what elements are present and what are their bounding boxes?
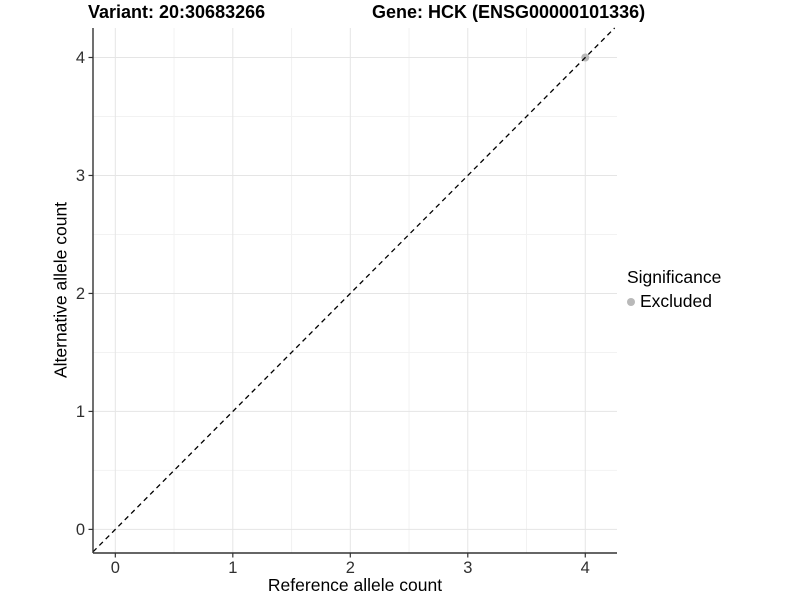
x-axis-title: Reference allele count [267, 575, 443, 595]
y-tick-label: 3 [76, 167, 85, 185]
identity-line [92, 27, 616, 553]
legend-item-excluded: Excluded [627, 291, 721, 312]
legend: Significance Excluded [627, 267, 721, 312]
legend-point-icon [627, 297, 635, 306]
y-axis-title: Alternative allele count [50, 201, 71, 379]
x-tick-label: 1 [228, 559, 237, 577]
plot-title-variant: Variant: 20:30683266 [88, 2, 266, 22]
x-tick-label: 4 [581, 559, 590, 577]
y-tick-label: 4 [76, 49, 85, 67]
y-tick-label: 2 [76, 285, 85, 303]
legend-title: Significance [627, 267, 722, 287]
y-tick-label: 0 [76, 521, 85, 539]
x-tick-label: 2 [346, 559, 355, 577]
y-tick-label: 1 [76, 403, 85, 421]
plot-title-gene: Gene: HCK (ENSG00000101336) [372, 2, 646, 22]
x-tick-label: 0 [111, 559, 120, 577]
x-tick-label: 3 [463, 559, 472, 577]
legend-item-label: Excluded [640, 291, 712, 311]
